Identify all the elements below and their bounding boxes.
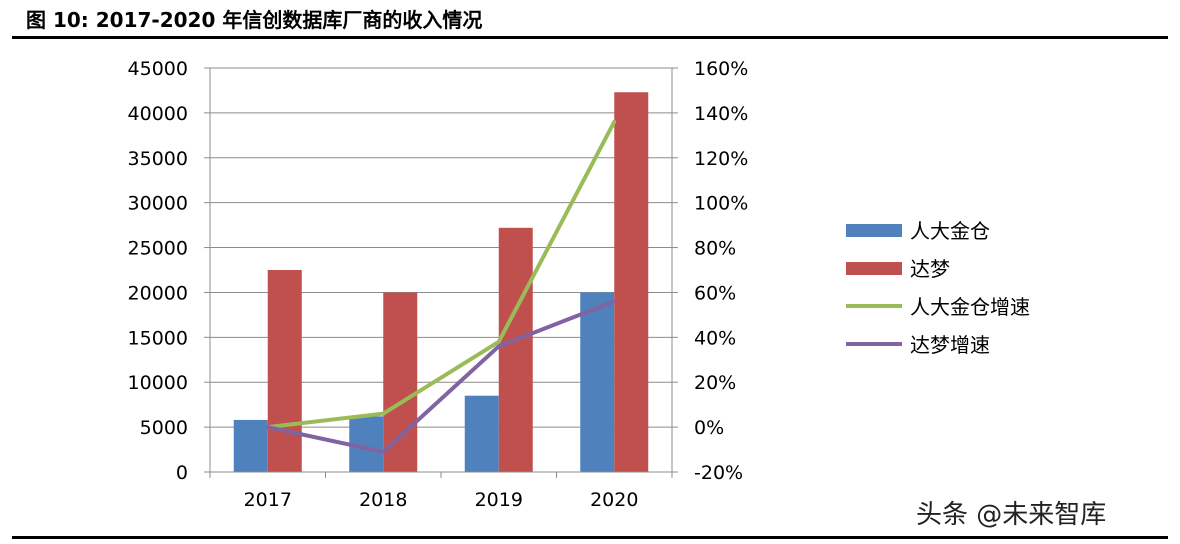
bottom-rule <box>12 536 1168 539</box>
legend-swatch <box>846 224 902 237</box>
line-达梦增速 <box>265 299 617 454</box>
figure-title: 图 10: 2017-2020 年信创数据库厂商的收入情况 <box>26 8 483 32</box>
left-tick-label: 45000 <box>128 58 188 80</box>
bar-人大金仓-2020 <box>580 292 615 472</box>
line-人大金仓增速 <box>265 119 617 430</box>
right-tick-label: 140% <box>694 103 748 125</box>
x-tick-label: 2019 <box>475 489 523 511</box>
right-tick-label: 100% <box>694 193 748 215</box>
x-tick-label: 2017 <box>244 489 292 511</box>
right-tick-label: 80% <box>694 238 736 260</box>
bar-达梦-2019 <box>498 227 533 472</box>
legend-label: 达梦 <box>910 257 950 281</box>
x-tick-label: 2020 <box>590 489 638 511</box>
right-tick-label: 60% <box>694 282 736 304</box>
left-tick-label: 10000 <box>128 372 188 394</box>
bar-人大金仓-2019 <box>464 395 499 472</box>
right-tick-label: 0% <box>694 417 724 439</box>
legend-label: 人大金仓 <box>910 219 990 243</box>
top-rule <box>12 36 1168 39</box>
left-tick-label: 15000 <box>128 327 188 349</box>
right-tick-label: 160% <box>694 58 748 80</box>
right-tick-label: -20% <box>694 462 743 484</box>
left-tick-label: 40000 <box>128 103 188 125</box>
left-tick-label: 35000 <box>128 148 188 170</box>
left-tick-label: 5000 <box>140 417 188 439</box>
left-tick-label: 30000 <box>128 193 188 215</box>
line-series <box>265 119 617 454</box>
x-tick-label: 2018 <box>359 489 407 511</box>
right-tick-label: 20% <box>694 372 736 394</box>
x-axis-ticks: 2017 2018 2019 2020 <box>209 472 673 511</box>
left-axis-ticks: 0 5000 10000 15000 20000 25000 30000 35000 40000… <box>128 58 210 484</box>
left-tick-label: 20000 <box>128 282 188 304</box>
legend-swatch <box>846 262 902 275</box>
bar-series <box>233 92 649 473</box>
legend-label: 人大金仓增速 <box>910 295 1030 319</box>
right-tick-label: 120% <box>694 148 748 170</box>
legend-label: 达梦增速 <box>910 333 990 357</box>
left-tick-label: 25000 <box>128 238 188 260</box>
bar-达梦-2018 <box>383 292 418 472</box>
watermark: 头条 @未来智库 <box>916 500 1107 530</box>
bar-达梦-2020 <box>614 92 649 473</box>
right-tick-label: 40% <box>694 327 736 349</box>
bar-人大金仓-2017 <box>233 419 268 472</box>
right-axis-ticks: -20% 0% 20% 40% 60% 80% 100% 120% 140% 160% <box>672 58 748 484</box>
left-tick-label: 0 <box>176 462 188 484</box>
bar-达梦-2017 <box>267 270 302 472</box>
